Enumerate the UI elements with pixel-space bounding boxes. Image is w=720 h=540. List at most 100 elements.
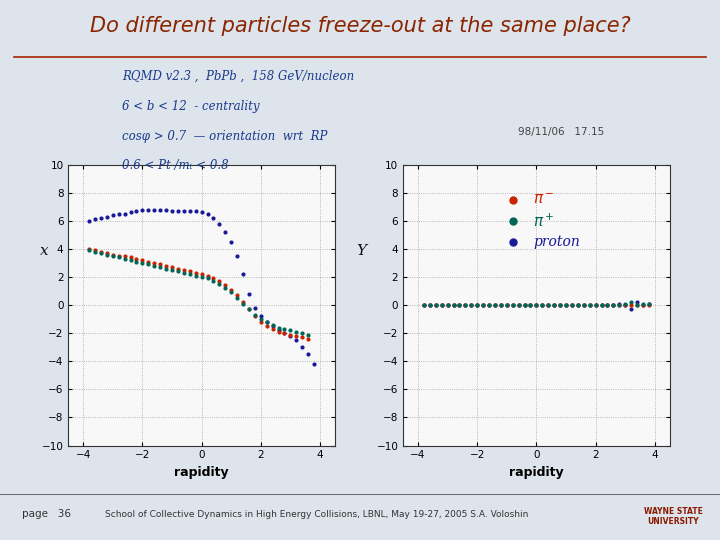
Point bbox=[178, 207, 189, 215]
Point bbox=[483, 301, 495, 309]
Point bbox=[184, 270, 196, 279]
Point bbox=[542, 301, 554, 309]
Point bbox=[297, 333, 308, 342]
Point bbox=[566, 301, 577, 309]
Point bbox=[297, 343, 308, 352]
Point bbox=[643, 301, 654, 309]
Point bbox=[507, 217, 518, 225]
Point bbox=[154, 260, 166, 269]
Point bbox=[273, 323, 284, 332]
Point bbox=[166, 263, 178, 272]
Point bbox=[483, 301, 495, 309]
Point bbox=[291, 332, 302, 340]
Point bbox=[466, 301, 477, 309]
Point bbox=[590, 301, 601, 309]
Point bbox=[101, 212, 112, 221]
Point bbox=[125, 253, 136, 262]
Point bbox=[291, 327, 302, 336]
Point bbox=[84, 246, 95, 255]
Point bbox=[84, 245, 95, 253]
Point bbox=[454, 301, 465, 309]
Point bbox=[542, 301, 554, 309]
Point bbox=[572, 301, 584, 309]
Point bbox=[454, 301, 465, 309]
Point bbox=[613, 299, 625, 308]
Point bbox=[472, 301, 483, 309]
Point bbox=[424, 301, 436, 309]
Point bbox=[202, 274, 213, 283]
Point bbox=[279, 329, 290, 338]
Point bbox=[143, 205, 154, 214]
Point bbox=[448, 301, 459, 309]
Point bbox=[154, 205, 166, 214]
Text: 98/11/06   17.15: 98/11/06 17.15 bbox=[518, 127, 605, 137]
Point bbox=[225, 238, 237, 246]
Point bbox=[148, 261, 160, 270]
Point bbox=[89, 247, 101, 256]
Point bbox=[549, 301, 560, 309]
Point bbox=[489, 301, 500, 309]
Text: x: x bbox=[40, 244, 49, 258]
Point bbox=[131, 254, 143, 263]
Point bbox=[202, 271, 213, 280]
Point bbox=[631, 301, 643, 309]
Point bbox=[602, 301, 613, 309]
Point bbox=[302, 350, 314, 359]
Point bbox=[631, 298, 643, 307]
Point bbox=[578, 301, 590, 309]
Point bbox=[519, 301, 531, 309]
Point bbox=[602, 301, 613, 309]
Point bbox=[113, 252, 125, 260]
Point bbox=[442, 301, 454, 309]
Point bbox=[178, 268, 189, 277]
Point bbox=[436, 301, 447, 309]
Point bbox=[207, 274, 219, 283]
Point bbox=[190, 268, 202, 277]
Point bbox=[631, 301, 643, 309]
Point bbox=[207, 277, 219, 286]
Point bbox=[284, 332, 296, 340]
Point bbox=[430, 301, 441, 309]
Point bbox=[584, 301, 595, 309]
Point bbox=[619, 299, 631, 308]
Point bbox=[190, 207, 202, 215]
Point bbox=[172, 267, 184, 276]
Point bbox=[95, 214, 107, 222]
Point bbox=[143, 260, 154, 269]
Point bbox=[637, 301, 649, 309]
Text: $\pi^+$: $\pi^+$ bbox=[534, 212, 555, 230]
Point bbox=[608, 301, 619, 309]
Point bbox=[161, 264, 172, 273]
Point bbox=[501, 301, 513, 309]
Point bbox=[95, 249, 107, 258]
Point bbox=[166, 266, 178, 274]
Point bbox=[595, 301, 607, 309]
Point bbox=[595, 301, 607, 309]
Point bbox=[261, 318, 272, 326]
Point bbox=[584, 301, 595, 309]
Point bbox=[119, 254, 130, 263]
Point bbox=[513, 301, 524, 309]
Point bbox=[519, 301, 531, 309]
Point bbox=[507, 195, 518, 204]
Point bbox=[578, 301, 590, 309]
Point bbox=[477, 301, 489, 309]
Point bbox=[137, 205, 148, 214]
Point bbox=[190, 271, 202, 280]
Point bbox=[107, 250, 119, 259]
Point bbox=[148, 205, 160, 214]
Point bbox=[231, 252, 243, 260]
Point bbox=[231, 291, 243, 300]
Point bbox=[590, 301, 601, 309]
Point bbox=[225, 285, 237, 294]
Point bbox=[220, 284, 231, 293]
Point bbox=[536, 301, 548, 309]
Point bbox=[519, 301, 531, 309]
Point bbox=[107, 252, 119, 260]
Point bbox=[214, 277, 225, 286]
Point bbox=[261, 318, 272, 326]
Point bbox=[442, 301, 454, 309]
Point bbox=[566, 301, 577, 309]
Point bbox=[302, 334, 314, 343]
Point bbox=[448, 301, 459, 309]
